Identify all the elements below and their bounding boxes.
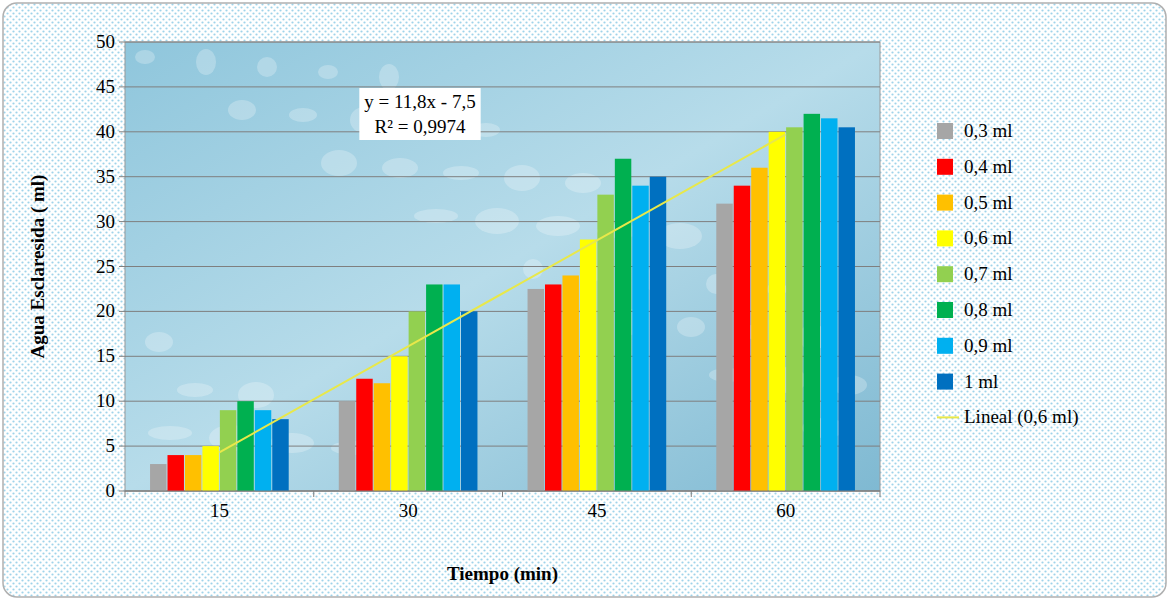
bar — [615, 159, 631, 491]
legend-label: 0,4 ml — [964, 156, 1013, 177]
x-tick-label: 60 — [776, 500, 795, 521]
bar — [786, 127, 802, 491]
y-tick — [119, 176, 125, 177]
legend-label: 0,8 ml — [964, 299, 1013, 320]
y-tick-label: 15 — [96, 345, 115, 366]
legend-label: 0,7 ml — [964, 263, 1013, 284]
bar — [769, 132, 785, 491]
bar — [374, 383, 390, 491]
y-tick-label: 5 — [106, 435, 116, 456]
legend-label: 1 ml — [964, 371, 998, 392]
bar — [339, 401, 355, 491]
bar — [237, 401, 253, 491]
x-tick — [691, 491, 692, 497]
x-tick — [313, 491, 314, 497]
bar — [255, 410, 271, 491]
bar — [272, 419, 288, 491]
y-tick-label: 20 — [96, 300, 115, 321]
legend-swatch — [937, 266, 953, 282]
y-tick-label: 40 — [96, 121, 115, 142]
y-tick — [119, 221, 125, 222]
y-tick-label: 35 — [96, 166, 115, 187]
y-tick-label: 10 — [96, 390, 115, 411]
bar — [716, 204, 732, 491]
x-axis-title: Tiempo (min) — [447, 563, 558, 585]
bar — [650, 177, 666, 491]
bar — [734, 186, 750, 491]
annotation: y = 11,8x - 7,5 R² = 0,9974 — [359, 88, 480, 140]
bar — [150, 464, 166, 491]
annotation-text: R² = 0,9974 — [375, 116, 466, 137]
bar — [461, 311, 477, 491]
bar — [528, 289, 544, 491]
bar — [185, 455, 201, 491]
grid — [125, 42, 880, 491]
legend-label: Lineal (0,6 ml) — [964, 406, 1079, 428]
legend-label: 0,3 ml — [964, 120, 1013, 141]
plot-area — [125, 42, 880, 491]
legend-swatch — [937, 159, 953, 175]
bar — [356, 379, 372, 491]
y-tick-label: 50 — [96, 31, 115, 52]
y-tick — [119, 356, 125, 357]
grid-line — [125, 131, 880, 132]
y-tick — [119, 131, 125, 132]
legend-swatch — [937, 416, 959, 418]
x-tick — [880, 491, 881, 497]
bar — [426, 284, 442, 491]
y-tick — [119, 42, 125, 43]
y-tick-label: 30 — [96, 211, 115, 232]
legend-swatch — [937, 230, 953, 246]
x-tick — [125, 491, 126, 497]
x-tick — [502, 491, 503, 497]
legend-label: 0,9 ml — [964, 335, 1013, 356]
bar — [839, 127, 855, 491]
marks — [150, 114, 855, 491]
bar — [391, 356, 407, 491]
y-tick-label: 45 — [96, 76, 115, 97]
y-tick-label: 25 — [96, 256, 115, 277]
bar — [632, 186, 648, 491]
legend-label: 0,6 ml — [964, 227, 1013, 248]
x-tick-label: 15 — [210, 500, 229, 521]
y-tick — [119, 401, 125, 402]
bar — [804, 114, 820, 491]
y-tick — [119, 86, 125, 87]
bar — [580, 240, 596, 491]
legend-swatch — [937, 195, 953, 211]
chart-frame — [3, 3, 1166, 597]
legend: 0,3 ml 0,4 ml 0,5 ml 0,6 ml 0,7 ml 0,8 ml 0,9 … — [937, 120, 1079, 428]
bar — [202, 446, 218, 491]
legend-swatch — [937, 302, 953, 318]
legend-swatch — [937, 338, 953, 354]
x-tick-label: 30 — [399, 500, 418, 521]
trend-line — [219, 134, 785, 452]
bar — [821, 118, 837, 491]
chart: 0 5 10 15 20 25 30 35 40 45 50 15 30 45 60 Tiempo (min)… — [0, 0, 1169, 600]
y-tick — [119, 266, 125, 267]
y-axis-title: Agua Esclaresida ( ml) — [27, 175, 49, 359]
legend-label: 0,5 ml — [964, 192, 1013, 213]
annotation-background — [359, 88, 480, 140]
grid-line — [125, 42, 880, 43]
bar — [444, 284, 460, 491]
bar — [751, 168, 767, 491]
y-tick-label: 0 — [106, 480, 116, 501]
y-tick — [119, 446, 125, 447]
legend-swatch — [937, 374, 953, 390]
grid-line — [125, 86, 880, 87]
annotation-text: y = 11,8x - 7,5 — [364, 91, 475, 112]
legend-swatch — [937, 123, 953, 139]
x-tick-label: 45 — [587, 500, 606, 521]
bar — [562, 275, 578, 491]
y-tick — [119, 491, 125, 492]
bar — [167, 455, 183, 491]
y-tick — [119, 311, 125, 312]
bar — [545, 284, 561, 491]
